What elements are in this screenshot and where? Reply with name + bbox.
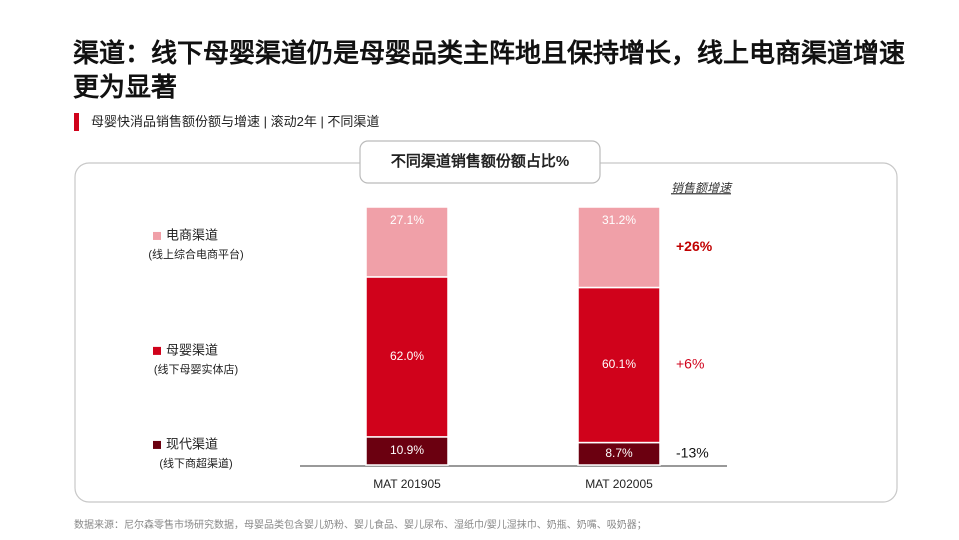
data-label: 10.9% bbox=[390, 443, 424, 457]
subtitle: 母婴快消品销售额份额与增速 | 滚动2年 | 不同渠道 bbox=[74, 113, 379, 131]
legend-note: (线下母婴实体店) bbox=[154, 362, 238, 376]
growth-label: +26% bbox=[676, 238, 713, 254]
chart-title: 不同渠道销售额份额占比% bbox=[391, 152, 569, 170]
data-label: 62.0% bbox=[390, 349, 424, 363]
legend-swatch bbox=[153, 346, 161, 355]
bar-segment bbox=[365, 276, 449, 438]
legend-swatch bbox=[153, 231, 161, 240]
chart-title-box bbox=[359, 140, 601, 184]
legend-note: (线上综合电商平台) bbox=[148, 247, 243, 261]
data-label: 8.7% bbox=[605, 446, 633, 460]
data-label: 31.2% bbox=[602, 213, 636, 227]
growth-title: 销售额增速 bbox=[671, 181, 733, 195]
bar-segment bbox=[365, 206, 449, 278]
page-title: 渠道：线下母婴渠道仍是母婴品类主阵地且保持增长，线上电商渠道增速更为显著 bbox=[73, 38, 906, 102]
bar-segment bbox=[577, 206, 661, 289]
x-tick-label: MAT 202005 bbox=[585, 477, 653, 491]
legend-swatch bbox=[153, 440, 161, 449]
bar-segment bbox=[577, 286, 661, 444]
legend-note: (线下商超渠道) bbox=[159, 456, 232, 470]
x-tick-label: MAT 201905 bbox=[373, 477, 441, 491]
legend-label: 电商渠道 bbox=[166, 227, 218, 242]
legend-label: 现代渠道 bbox=[166, 436, 218, 451]
source-note: 数据来源：尼尔森零售市场研究数据，母婴品类包含婴儿奶粉、婴儿食品、婴儿尿布、湿纸… bbox=[74, 520, 647, 531]
data-label: 27.1% bbox=[390, 213, 424, 227]
legend-label: 母婴渠道 bbox=[166, 342, 218, 357]
growth-label: -13% bbox=[676, 444, 709, 460]
bar-segment bbox=[365, 436, 449, 466]
data-label: 60.1% bbox=[602, 357, 636, 371]
growth-label: +6% bbox=[676, 356, 704, 372]
